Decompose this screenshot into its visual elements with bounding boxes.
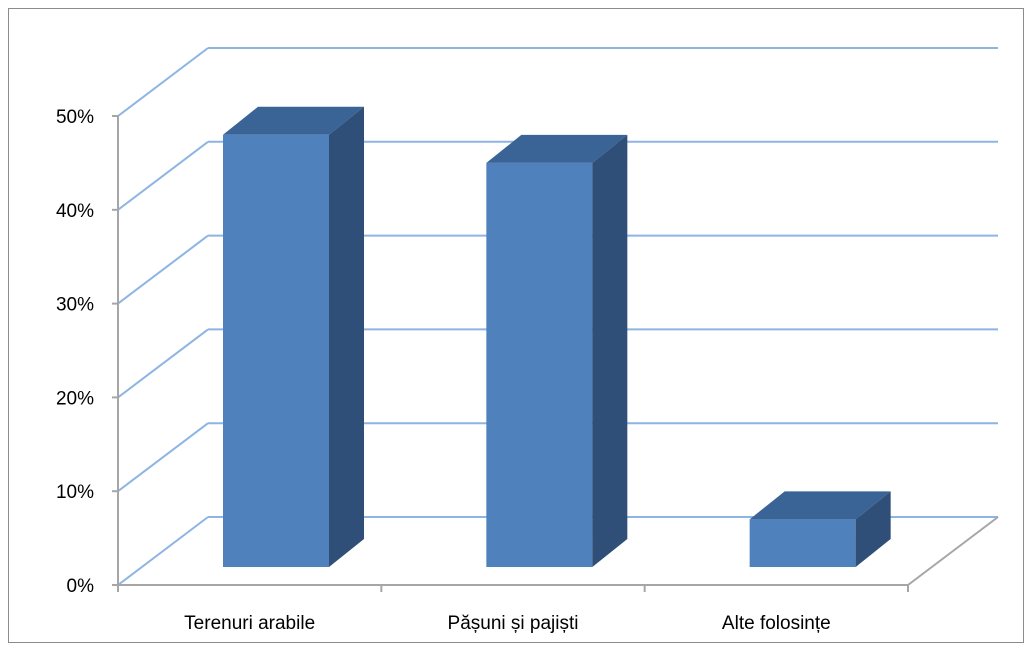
bar-top — [486, 134, 628, 163]
gridline-side — [117, 328, 209, 399]
y-tick-label: 0% — [67, 576, 95, 597]
bar-side — [329, 106, 364, 567]
y-tick-label: 10% — [56, 482, 94, 503]
bar — [486, 134, 628, 567]
y-tick-label: 30% — [56, 295, 94, 316]
bar-front — [486, 162, 593, 567]
gridline-side — [117, 234, 209, 305]
y-tick-label: 40% — [56, 201, 94, 222]
x-tick-label: Terenuri arabile — [184, 613, 315, 634]
axes — [112, 115, 999, 592]
labels: 0% 10% 20% 30% 40% 50% Terenuri arabile Pășuni … — [56, 107, 831, 634]
bar — [749, 491, 891, 567]
gridline-side — [117, 47, 209, 117]
bar — [223, 106, 364, 567]
bar-front — [223, 134, 329, 567]
y-tick-label: 50% — [56, 107, 94, 128]
bar-top — [749, 491, 891, 520]
y-tick-label: 20% — [56, 388, 94, 409]
bar-side — [855, 491, 891, 567]
gridline-side — [117, 422, 209, 492]
bar-front — [749, 519, 856, 567]
bar-side — [592, 134, 628, 567]
floor-right-edge — [907, 516, 999, 586]
x-tick-label: Alte folosințe — [722, 613, 831, 634]
bar-top — [223, 106, 364, 135]
x-tick-label: Pășuni și pajiști — [448, 613, 579, 634]
gridline-side — [117, 141, 209, 211]
bars — [223, 106, 891, 567]
gridline-side — [117, 516, 209, 586]
